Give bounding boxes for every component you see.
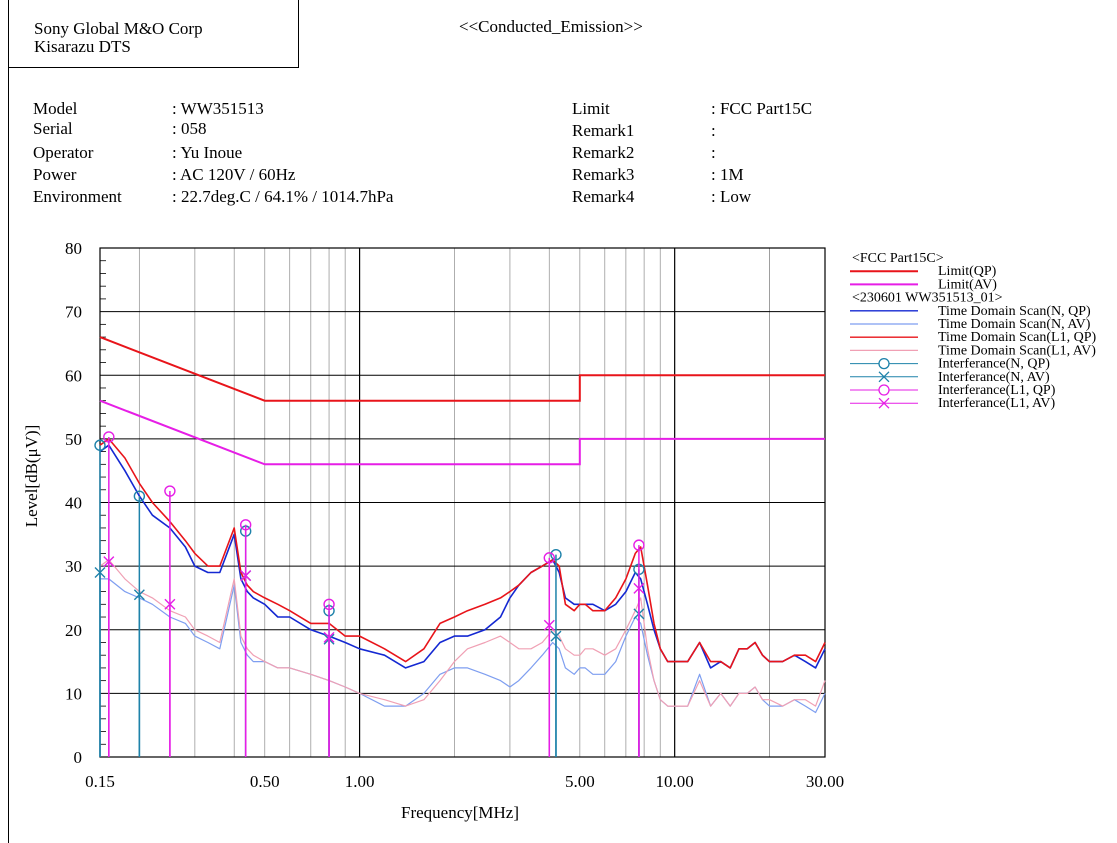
marker-cross xyxy=(543,619,555,631)
info-value-remark4: : Low xyxy=(711,187,752,206)
x-tick-label: 30.00 xyxy=(806,772,844,791)
legend-marker-cross xyxy=(878,397,890,409)
y-tick-label: 60 xyxy=(65,366,82,385)
info-value-remark1: : xyxy=(711,121,716,140)
info-label-operator: Operator xyxy=(33,143,94,162)
y-tick-label: 20 xyxy=(65,621,82,640)
legend-label: Time Domain Scan(N, QP) xyxy=(938,304,1091,319)
legend-label: Interferance(L1, AV) xyxy=(938,396,1055,411)
marker-cross xyxy=(633,582,645,594)
marker-cross xyxy=(133,589,145,601)
legend-label: Limit(AV) xyxy=(938,277,997,292)
legend-group-title: <FCC Part15C> xyxy=(852,251,944,266)
frame-border xyxy=(8,0,9,843)
legend-label: Time Domain Scan(L1, QP) xyxy=(938,330,1096,345)
legend-label: Time Domain Scan(L1, AV) xyxy=(938,343,1096,358)
legend-label: Interferance(L1, QP) xyxy=(938,383,1056,398)
legend-label: Interferance(N, AV) xyxy=(938,370,1050,385)
y-tick-label: 0 xyxy=(74,748,83,767)
y-tick-label: 10 xyxy=(65,684,82,703)
info-value-environment: : 22.7deg.C / 64.1% / 1014.7hPa xyxy=(172,187,394,206)
marker-circle xyxy=(323,598,335,610)
info-label-model: Model xyxy=(33,99,78,118)
marker-circle xyxy=(550,548,562,561)
x-tick-label: 5.00 xyxy=(565,772,595,791)
company-site: Kisarazu DTS xyxy=(34,37,131,56)
marker-cross xyxy=(323,631,335,643)
marker-cross xyxy=(103,556,115,568)
info-value-remark3: : 1M xyxy=(711,165,744,184)
series-line-1 xyxy=(100,578,826,714)
x-tick-label: 10.00 xyxy=(656,772,694,791)
info-label-serial: Serial xyxy=(33,119,73,138)
info-label-remark2: Remark2 xyxy=(572,143,635,162)
marker-cross xyxy=(94,566,106,578)
y-tick-label: 50 xyxy=(65,430,82,449)
info-value-operator: : Yu Inoue xyxy=(172,143,243,162)
y-tick-label: 70 xyxy=(65,303,82,322)
legend-label: Interferance(N, QP) xyxy=(938,357,1050,372)
report-title: <<Conducted_Emission>> xyxy=(459,17,643,36)
marker-circle xyxy=(103,431,115,443)
marker-circle xyxy=(239,519,252,531)
marker-circle xyxy=(633,539,645,551)
marker-circle xyxy=(133,490,146,502)
y-tick-label: 30 xyxy=(65,557,82,576)
limit-line-0 xyxy=(99,336,825,402)
legend-label: Limit(QP) xyxy=(938,264,997,279)
legend-label: Time Domain Scan(N, AV) xyxy=(938,317,1091,332)
company-box: Sony Global M&O Corp Kisarazu DTS xyxy=(8,0,299,68)
legend-marker-cross xyxy=(878,371,890,383)
series-line-3 xyxy=(99,559,826,707)
y-axis-label: Level[dB(μV)] xyxy=(22,425,41,528)
info-value-serial: : 058 xyxy=(172,119,207,138)
marker-cross xyxy=(240,570,252,582)
marker-cross xyxy=(164,598,176,610)
legend-group-title: <230601 WW351513_01> xyxy=(852,291,1003,306)
marker-circle xyxy=(94,439,106,451)
legend-marker-circle xyxy=(878,384,890,396)
marker-circle xyxy=(164,485,176,497)
marker-cross xyxy=(550,630,562,642)
legend-marker-circle xyxy=(878,357,890,370)
limit-line-1 xyxy=(99,399,825,466)
info-value-model: : WW351513 xyxy=(172,99,264,118)
y-tick-label: 40 xyxy=(65,494,82,513)
series-line-0 xyxy=(99,444,826,669)
info-label-limit: Limit xyxy=(572,99,610,118)
info-value-limit: : FCC Part15C xyxy=(711,99,813,118)
info-value-remark2: : xyxy=(711,143,716,162)
company-name: Sony Global M&O Corp xyxy=(34,19,203,38)
series-line-2 xyxy=(99,438,826,669)
info-label-environment: Environment xyxy=(33,187,122,206)
x-tick-label: 1.00 xyxy=(345,772,375,791)
x-axis-label: Frequency[MHz] xyxy=(401,803,519,822)
x-tick-label: 0.15 xyxy=(85,772,115,791)
info-label-power: Power xyxy=(33,165,77,184)
x-tick-label: 0.50 xyxy=(250,772,280,791)
info-value-power: : AC 120V / 60Hz xyxy=(172,165,296,184)
info-label-remark4: Remark4 xyxy=(572,187,635,206)
info-label-remark1: Remark1 xyxy=(572,121,635,140)
info-label-remark3: Remark3 xyxy=(572,165,635,184)
y-tick-label: 80 xyxy=(65,239,82,258)
marker-circle xyxy=(543,552,555,564)
